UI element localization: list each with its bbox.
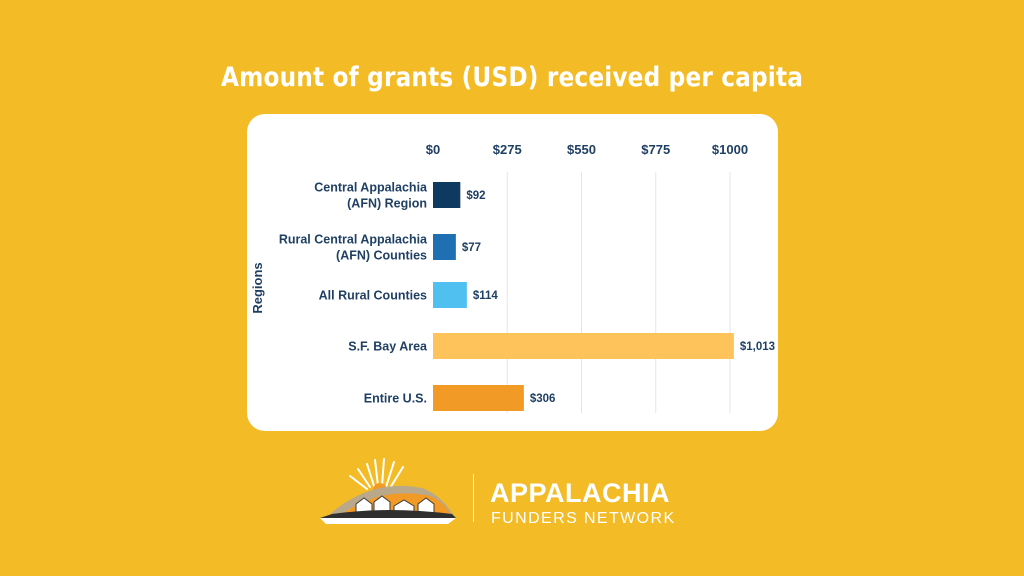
logo-divider	[473, 474, 474, 522]
x-tick-label: $550	[567, 142, 596, 157]
y-axis-title: Regions	[250, 262, 265, 313]
bar	[433, 234, 456, 260]
category-label: S.F. Bay Area	[348, 340, 428, 354]
value-label: $92	[466, 190, 485, 202]
bar	[433, 182, 461, 208]
category-label: (AFN) Counties	[336, 249, 427, 263]
logo-name-line1: APPALACHIA	[490, 478, 670, 508]
category-label: Central Appalachia	[314, 181, 428, 195]
mountain-sun-logo-icon	[320, 458, 456, 524]
value-label: $114	[473, 290, 499, 302]
category-label: Rural Central Appalachia	[279, 233, 428, 247]
chart-card: $0 $275 $550 $775 $1000 Central Appalachia (AF…	[247, 114, 778, 431]
bar	[433, 282, 467, 308]
category-label: All Rural Counties	[319, 289, 427, 303]
bar-chart: $0 $275 $550 $775 $1000 Central Appalachia (AF…	[250, 142, 775, 413]
bar	[433, 333, 734, 359]
bar	[433, 385, 524, 411]
category-label: (AFN) Region	[347, 197, 427, 211]
x-tick-label: $775	[641, 142, 670, 157]
value-label: $306	[530, 393, 556, 405]
chart-title: Amount of grants (USD) received per capi…	[220, 62, 804, 93]
x-tick-label: $1000	[712, 142, 748, 157]
logo: APPALACHIA FUNDERS NETWORK	[312, 452, 712, 532]
x-tick-label: $275	[493, 142, 522, 157]
logo-name-line2: FUNDERS NETWORK	[491, 510, 676, 527]
value-label: $77	[462, 242, 481, 254]
x-tick-label: $0	[426, 142, 440, 157]
value-label: $1,013	[740, 341, 775, 353]
category-label: Entire U.S.	[364, 392, 427, 406]
